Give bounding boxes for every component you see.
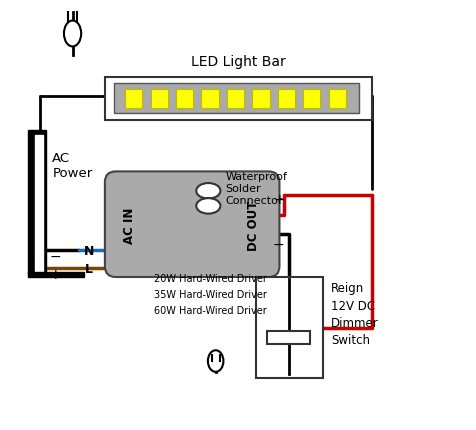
Bar	[28, 131, 46, 275]
Text: −: −	[271, 237, 283, 251]
Bar	[277, 89, 294, 108]
Ellipse shape	[208, 350, 223, 372]
Bar	[150, 89, 168, 108]
Ellipse shape	[64, 22, 81, 47]
Text: +: +	[273, 193, 285, 206]
Text: 20W Hard-Wired Driver: 20W Hard-Wired Driver	[154, 273, 267, 283]
Text: −: −	[50, 249, 61, 263]
Bar	[303, 89, 320, 108]
Bar	[105, 77, 371, 120]
Text: AC IN: AC IN	[123, 207, 136, 243]
Bar	[255, 277, 322, 378]
Text: DC OUT: DC OUT	[247, 200, 259, 250]
Ellipse shape	[196, 184, 220, 199]
Text: 60W Hard-Wired Driver: 60W Hard-Wired Driver	[154, 306, 267, 316]
Ellipse shape	[196, 199, 220, 214]
Text: AC
Power: AC Power	[52, 152, 92, 179]
Text: Reign: Reign	[330, 282, 364, 295]
Text: 12V DC: 12V DC	[330, 299, 375, 312]
Bar	[176, 89, 193, 108]
Text: LED Light Bar: LED Light Bar	[191, 55, 285, 69]
Text: Switch: Switch	[330, 333, 369, 346]
Bar	[201, 89, 218, 108]
FancyBboxPatch shape	[105, 172, 279, 277]
Text: 35W Hard-Wired Driver: 35W Hard-Wired Driver	[154, 289, 267, 299]
Text: Waterproof
Solder
Connector: Waterproof Solder Connector	[225, 172, 287, 205]
Bar	[28, 272, 84, 277]
Bar	[125, 89, 142, 108]
Text: L: L	[85, 262, 93, 275]
Text: N: N	[84, 244, 94, 257]
Text: +: +	[50, 267, 61, 281]
Bar	[113, 84, 358, 114]
Bar	[266, 331, 309, 344]
Bar	[252, 89, 269, 108]
Text: Dimmer: Dimmer	[330, 316, 378, 329]
Bar	[328, 89, 345, 108]
Bar	[35, 135, 43, 273]
Bar	[227, 89, 244, 108]
